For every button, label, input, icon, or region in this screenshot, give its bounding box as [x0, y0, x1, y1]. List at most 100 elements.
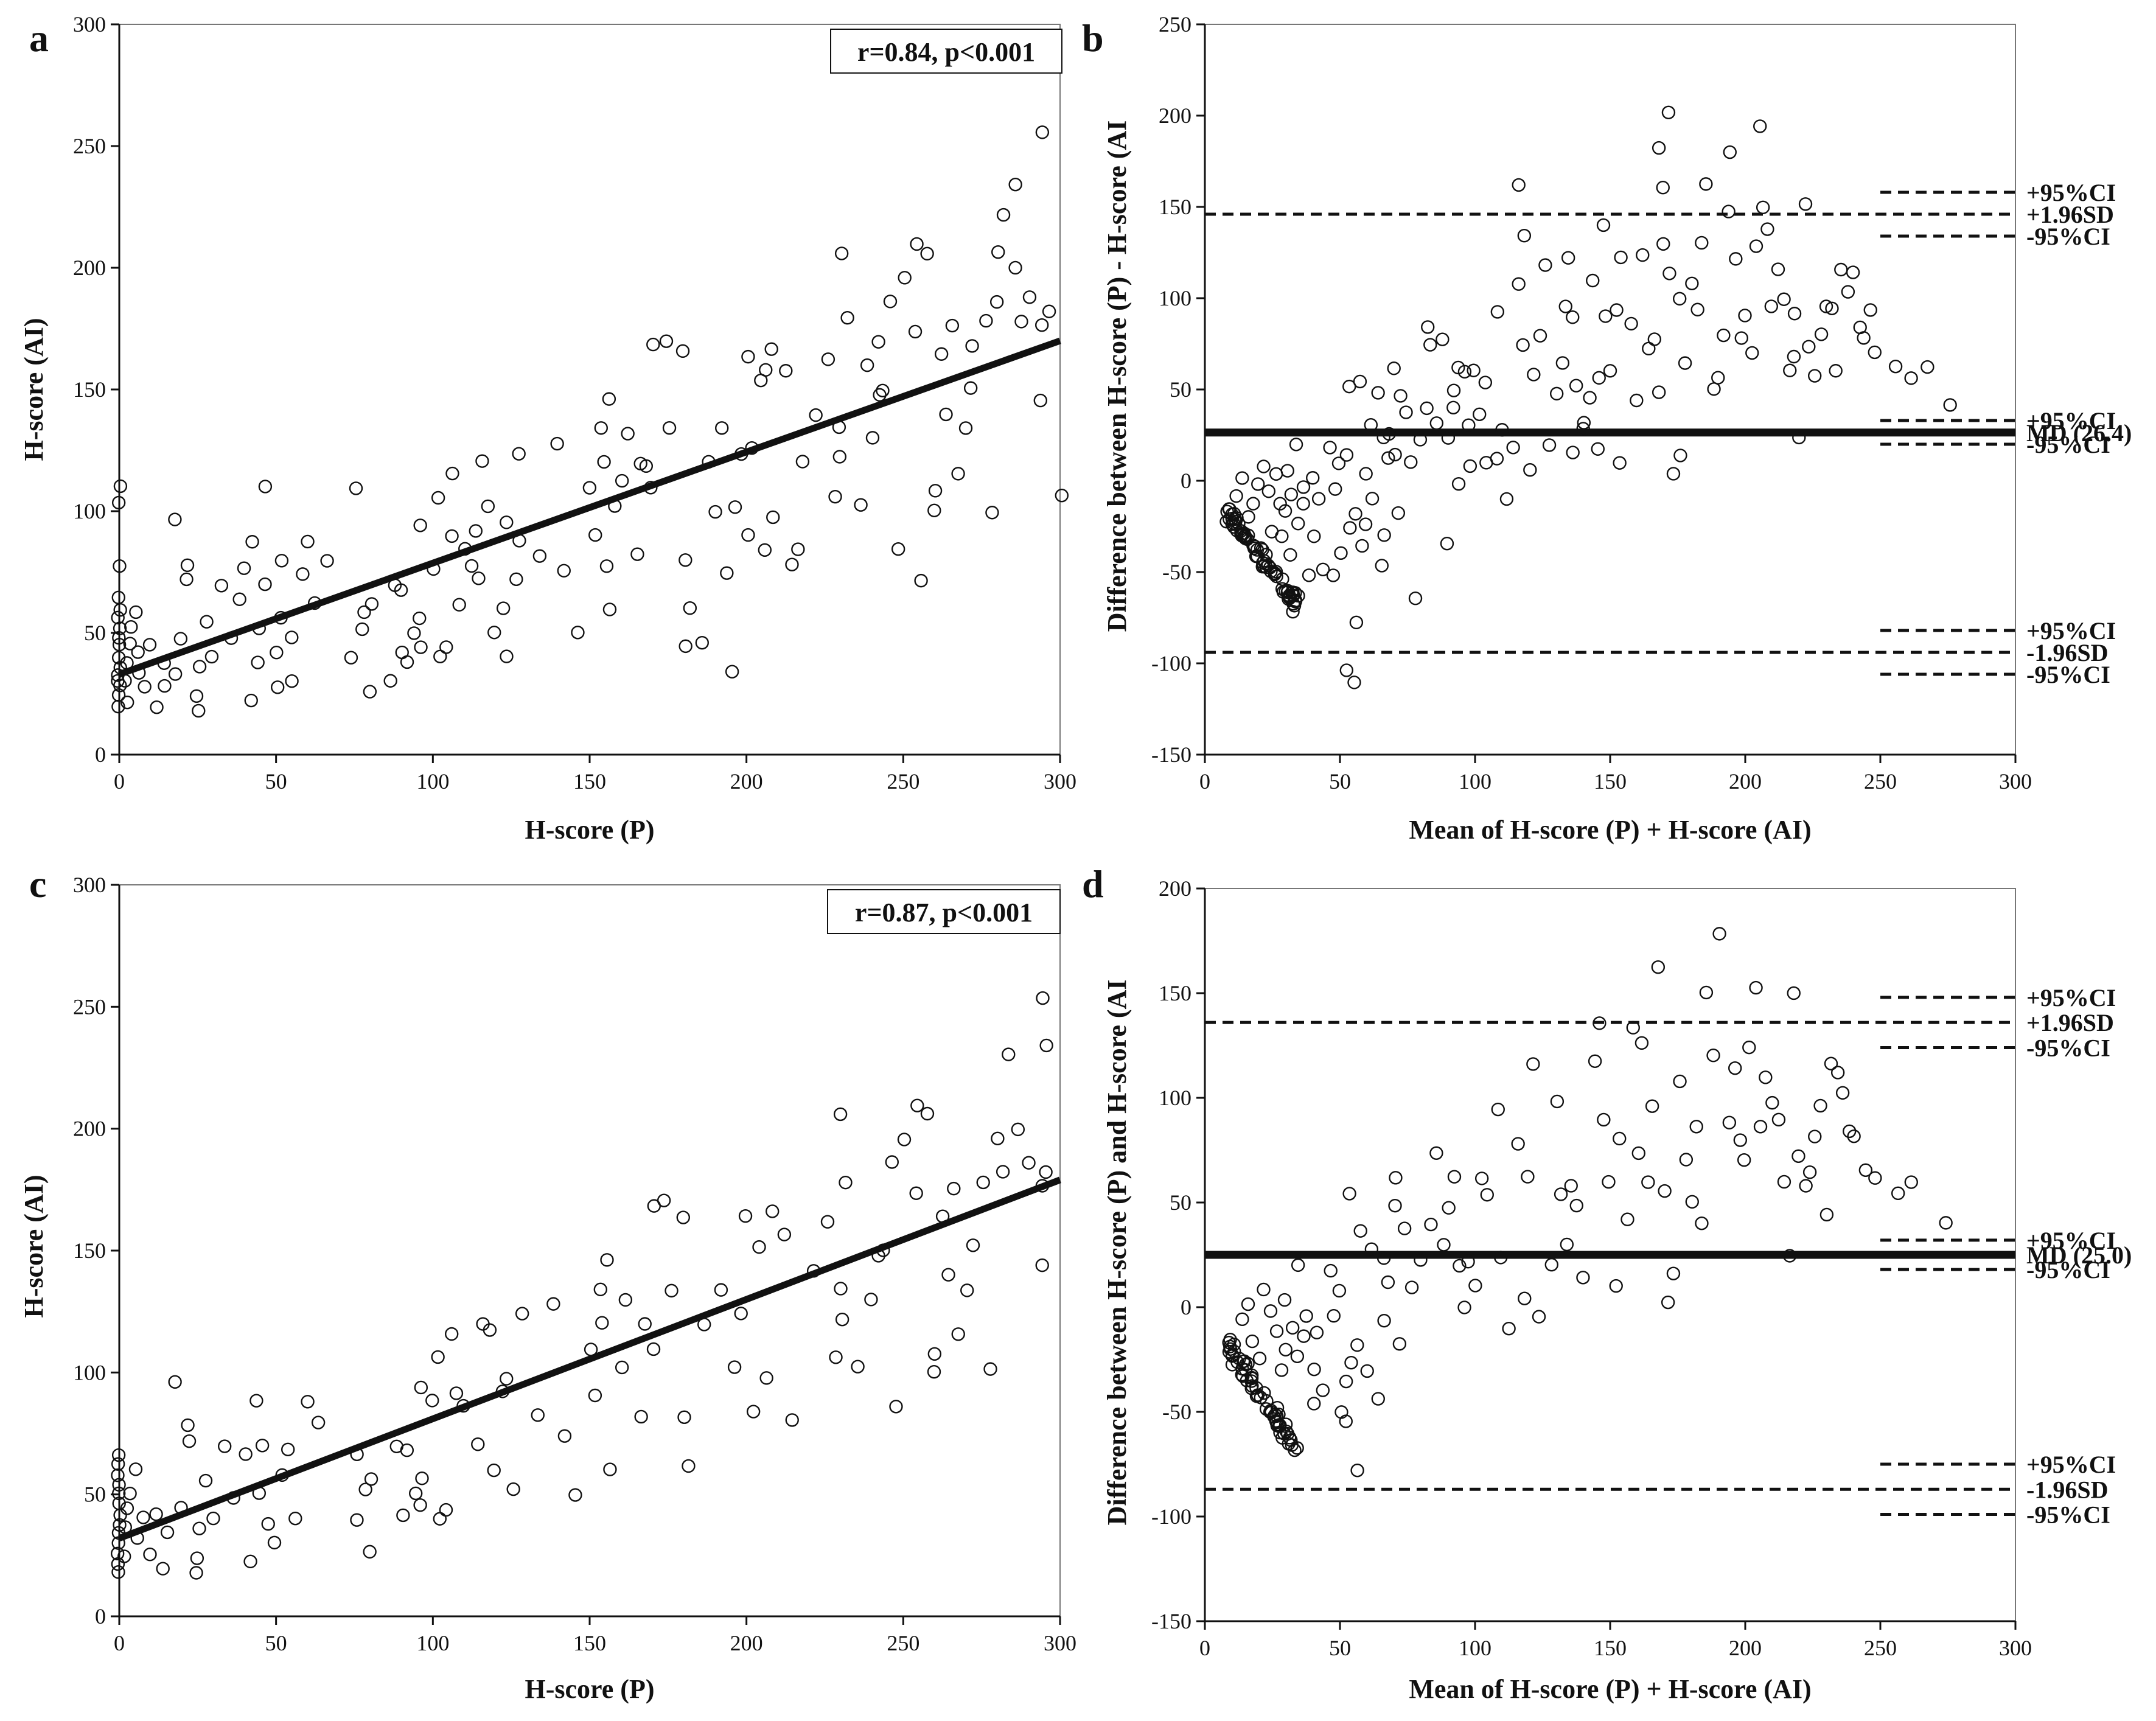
panel-a-data-point [928, 484, 943, 498]
panel-a-data-point [840, 311, 854, 325]
panel-a-data-point [854, 498, 868, 512]
panel-a-data-point [683, 601, 697, 615]
panel-c-data-point [506, 1482, 520, 1496]
panel-a-data-point [758, 543, 772, 557]
panel-b-data-point [1678, 356, 1692, 370]
panel-d-data-point [1245, 1379, 1259, 1393]
panel-b-data-point [1420, 401, 1434, 416]
panel-d-data-point [1353, 1224, 1367, 1238]
panel-c-data-point [557, 1429, 572, 1443]
panel-d-y-tick-label: 100 [1159, 1086, 1191, 1110]
panel-d-data-point [1324, 1263, 1338, 1278]
panel-b-data-point [1538, 258, 1552, 272]
panel-a-data-point [120, 656, 134, 670]
panel-a-data-point [224, 631, 239, 645]
panel-c-data-point [820, 1215, 835, 1229]
panel-b-data-point [1533, 329, 1547, 343]
panel-b-data-point [1478, 375, 1493, 389]
panel-a-data-point [111, 688, 126, 702]
panel-d-letter: d [1082, 862, 1104, 906]
panel-a-data-point [720, 566, 734, 580]
panel-a-data-point [741, 349, 755, 364]
panel-b-data-point [1365, 492, 1380, 506]
panel-d-data-point [1404, 1280, 1419, 1294]
panel-a-data-point [675, 344, 690, 358]
panel-c-data-point [657, 1193, 671, 1207]
panel-b-data-point [1296, 480, 1311, 494]
panel-c-data-point [249, 1394, 263, 1408]
panel-a-data-point [795, 455, 810, 469]
panel-a-x-tick-label: 0 [114, 769, 125, 794]
panel-d-data-point [1679, 1153, 1694, 1167]
panel-b-data-point [1446, 383, 1461, 397]
panel-c-data-point [834, 1282, 848, 1296]
panel-a-data-point [111, 495, 126, 510]
panel-a-data-point [285, 674, 299, 688]
panel-c-data-point [111, 1536, 125, 1550]
panel-d-data-point [1742, 1040, 1756, 1055]
panel-b-data-point [1792, 430, 1806, 445]
panel-a-x-tick-label: 150 [573, 769, 606, 794]
panel-d-data-point [1272, 1418, 1286, 1432]
panel-d-data-point [1429, 1146, 1443, 1161]
panel-c-x-tick-label: 50 [265, 1631, 287, 1655]
panel-d-data-point [1307, 1362, 1321, 1377]
panel-c-data-point [449, 1386, 464, 1400]
panel-b-data-point [1729, 252, 1743, 266]
panel-a-data-point [296, 567, 310, 581]
panel-b-data-point [1841, 285, 1855, 299]
panel-c-x-tick-label: 200 [730, 1631, 763, 1655]
panel-c-data-point [444, 1327, 459, 1341]
panel-c-data-point [734, 1307, 748, 1321]
panel-b-x-tick-label: 100 [1459, 769, 1491, 794]
panel-d-data-point [1858, 1163, 1873, 1178]
panel-a-data-point [1033, 393, 1048, 408]
panel-a-data-point [865, 431, 880, 445]
panel-d-data-point [1257, 1282, 1271, 1297]
panel-a-data-point [1035, 125, 1050, 139]
panel-a-y-tick-label: 200 [73, 256, 106, 280]
panel-d-data-point [1749, 980, 1763, 995]
panel-b-data-point [1382, 427, 1396, 441]
panel-b-data-point [1749, 239, 1764, 253]
panel-a-data-point [431, 490, 445, 505]
panel-d-data-point [1327, 1309, 1341, 1323]
panel-d-data-point [1285, 1321, 1300, 1335]
panel-d-y-label: Difference between H-score (P) and H-sco… [1102, 980, 1132, 1526]
panel-a-data-point [132, 666, 146, 680]
panel-a-data-point [939, 407, 953, 422]
panel-a-data-point [908, 324, 923, 339]
panel-c-data-point [456, 1398, 470, 1413]
panel-d-data-point [1437, 1238, 1451, 1252]
panel-b-data-point [1375, 559, 1389, 573]
panel-c-data-point [471, 1437, 485, 1451]
panel-c-data-point [118, 1520, 132, 1534]
panel-b-x-tick-label: 300 [1999, 769, 2032, 794]
panel-b-data-point [1583, 391, 1597, 405]
panel-d-data-point [1550, 1094, 1565, 1109]
panel-b-data-point [1814, 327, 1829, 341]
panel-b-data-point [1783, 363, 1797, 377]
panel-a-data-point [258, 480, 273, 494]
panel-b-data-point [1787, 307, 1802, 321]
panel-b-data-point [1798, 197, 1813, 211]
panel-c-regression-line [118, 1176, 1061, 1541]
panel-c-x-tick-label: 250 [887, 1631, 919, 1655]
panel-a-data-point [344, 651, 358, 665]
panel-d-data-point [1381, 1275, 1395, 1290]
panel-b-data-point [1652, 385, 1666, 399]
panel-c-data-point [829, 1350, 843, 1364]
panel-d-x-tick-label: 200 [1729, 1636, 1762, 1660]
panel-a-data-point [111, 610, 125, 625]
panel-d-data-point [1474, 1171, 1489, 1185]
panel-a-data-point [413, 611, 427, 626]
panel-d-data-point [1241, 1297, 1255, 1311]
panel-b-data-point [1413, 433, 1428, 447]
panel-d-data-point [1613, 1131, 1627, 1146]
panel-d-data-point [1651, 960, 1666, 974]
panel-c-data-point [546, 1297, 560, 1311]
panel-a-data-point [662, 421, 677, 435]
panel-b-data-point [1462, 418, 1476, 432]
